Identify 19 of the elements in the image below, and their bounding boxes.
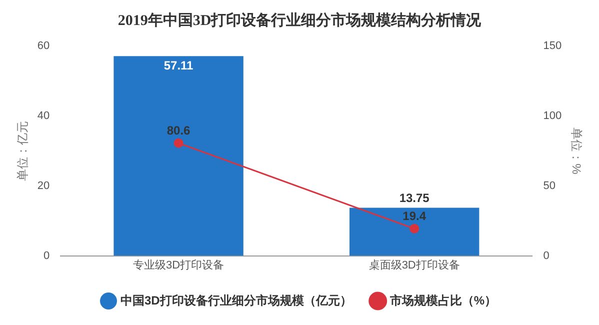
data-label: 19.4 — [402, 208, 426, 223]
legend-label: 中国3D打印设备行业细分市场规模（亿元） — [120, 293, 352, 308]
chart-title: 2019年中国3D打印设备行业细分市场规模结构分析情况 — [118, 10, 482, 29]
y-tick-label: 60 — [37, 40, 50, 52]
legend-label: 市场规模占比（%） — [388, 293, 497, 308]
y-tick-label: 40 — [37, 110, 50, 122]
y2-tick-label: 0 — [543, 250, 550, 262]
y2-tick-label: 100 — [543, 110, 562, 122]
y-tick-label: 0 — [44, 250, 50, 262]
y2-tick-label: 50 — [543, 180, 556, 192]
data-label: 13.75 — [399, 191, 430, 206]
y-axis-title: 单位：亿元 — [16, 120, 30, 181]
data-label: 57.11 — [164, 58, 194, 72]
y2-axis-title: 单位：% — [569, 128, 584, 175]
y-tick-label: 20 — [37, 180, 50, 192]
data-label: 80.6 — [166, 123, 191, 138]
y2-tick-label: 150 — [543, 40, 562, 52]
x-tick-label: 桌面级3D打印设备 — [368, 258, 460, 272]
x-tick-label: 专业级3D打印设备 — [133, 258, 224, 272]
